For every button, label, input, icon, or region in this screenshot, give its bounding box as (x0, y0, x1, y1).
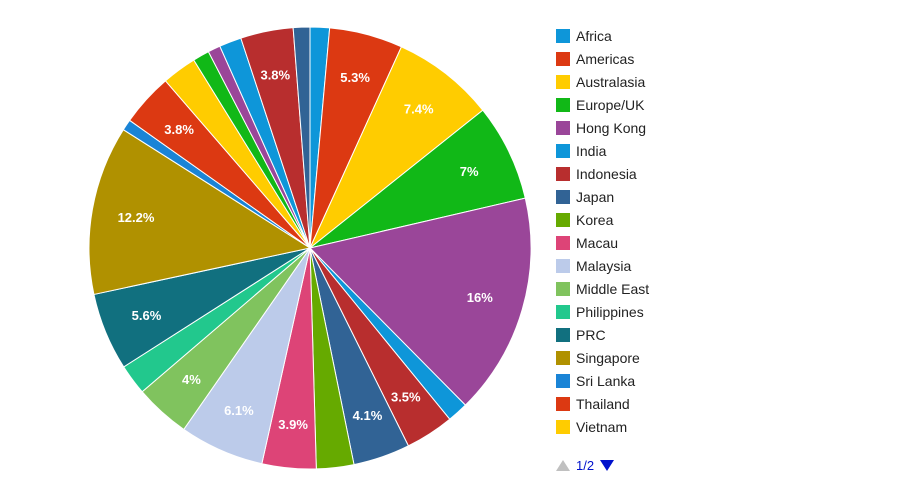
pie-slice-hong-kong[interactable] (309, 197, 532, 406)
slice-value-label: 7.4% (404, 102, 434, 117)
legend-item-philippines[interactable]: Philippines (556, 300, 649, 323)
slice-value-label: 5.6% (132, 308, 162, 323)
chart-legend: Africa Americas Australasia Europe/UK Hong K… (556, 24, 649, 438)
pie-slice-singapore[interactable] (88, 128, 312, 296)
legend-swatch (556, 304, 570, 319)
legend-swatch (556, 189, 570, 204)
legend-pager: 1/2 (556, 458, 615, 473)
slice-value-label: 5.3% (340, 70, 370, 85)
legend-label: Africa (576, 27, 612, 44)
legend-label: Indonesia (576, 165, 637, 182)
slice-value-label: 3.8% (164, 122, 194, 137)
pie-slice-22[interactable] (292, 26, 311, 249)
slice-value-label: 4% (182, 372, 201, 387)
legend-item-singapore[interactable]: Singapore (556, 346, 649, 369)
slice-value-label: 12.2% (118, 210, 155, 225)
legend-swatch (556, 51, 570, 66)
legend-item-sri-lanka[interactable]: Sri Lanka (556, 369, 649, 392)
legend-item-macau[interactable]: Macau (556, 231, 649, 254)
legend-swatch (556, 97, 570, 112)
legend-label: Thailand (576, 395, 630, 412)
legend-label: Malaysia (576, 257, 632, 274)
legend-item-americas[interactable]: Americas (556, 47, 649, 70)
legend-item-prc[interactable]: PRC (556, 323, 649, 346)
slice-value-label: 4.1% (353, 408, 383, 423)
legend-swatch (556, 396, 570, 411)
legend-label: Americas (576, 50, 635, 67)
legend-label: Japan (576, 188, 615, 205)
legend-item-japan[interactable]: Japan (556, 185, 649, 208)
legend-swatch (556, 373, 570, 388)
legend-swatch (556, 212, 570, 227)
legend-swatch (556, 74, 570, 89)
pie-slices (88, 26, 532, 470)
legend-swatch (556, 419, 570, 434)
legend-item-australasia[interactable]: Australasia (556, 70, 649, 93)
legend-page-indicator: 1/2 (576, 458, 595, 473)
pie-slice-labels: 5.3% 7.4% 7% 16% 3.5% 4.1% 3.9% 6.1% 4% 5.6% 12.2%… (118, 68, 494, 432)
slice-value-label: 3.9% (278, 417, 308, 432)
legend-swatch (556, 235, 570, 250)
legend-label: Vietnam (576, 418, 628, 435)
slice-value-label: 6.1% (224, 403, 254, 418)
slice-value-label: 3.5% (391, 390, 421, 405)
legend-label: Australasia (576, 73, 646, 90)
legend-item-korea[interactable]: Korea (556, 208, 649, 231)
legend-swatch (556, 28, 570, 43)
triangle-down-icon[interactable] (600, 460, 615, 471)
legend-item-thailand[interactable]: Thailand (556, 392, 649, 415)
legend-swatch (556, 166, 570, 181)
legend-swatch (556, 143, 570, 158)
legend-label: Philippines (576, 303, 644, 320)
slice-value-label: 3.8% (260, 68, 290, 83)
legend-swatch (556, 258, 570, 273)
legend-item-europe-uk[interactable]: Europe/UK (556, 93, 649, 116)
legend-item-africa[interactable]: Africa (556, 24, 649, 47)
slice-value-label: 7% (460, 164, 479, 179)
legend-swatch (556, 350, 570, 365)
legend-swatch (556, 327, 570, 342)
legend-label: PRC (576, 326, 606, 343)
legend-item-india[interactable]: India (556, 139, 649, 162)
legend-label: Middle East (576, 280, 650, 297)
triangle-up-icon (556, 460, 570, 471)
legend-item-malaysia[interactable]: Malaysia (556, 254, 649, 277)
legend-swatch (556, 281, 570, 296)
legend-item-hong-kong[interactable]: Hong Kong (556, 116, 649, 139)
legend-item-indonesia[interactable]: Indonesia (556, 162, 649, 185)
legend-item-vietnam[interactable]: Vietnam (556, 415, 649, 438)
legend-label: Hong Kong (576, 119, 647, 136)
legend-label: Macau (576, 234, 619, 251)
legend-label: Korea (576, 211, 614, 228)
legend-label: India (576, 142, 607, 159)
pie-slice-australasia[interactable] (309, 46, 484, 249)
legend-item-middle-east[interactable]: Middle East (556, 277, 649, 300)
legend-label: Sri Lanka (576, 372, 636, 389)
legend-label: Singapore (576, 349, 640, 366)
legend-label: Europe/UK (576, 96, 645, 113)
slice-value-label: 16% (467, 290, 493, 305)
legend-swatch (556, 120, 570, 135)
